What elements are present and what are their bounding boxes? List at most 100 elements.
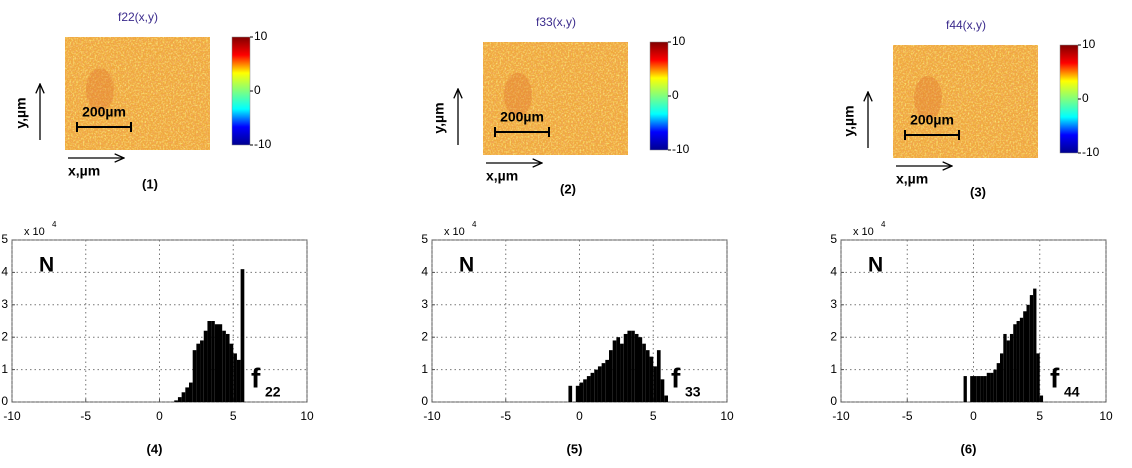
colorbar-tick-label: 0: [254, 83, 261, 97]
histogram-bar: [1016, 321, 1020, 402]
histogram-bar: [177, 397, 182, 402]
histogram-bar: [597, 366, 602, 402]
y-tick-label: 0: [421, 394, 428, 408]
y-tick-label: 5: [830, 232, 837, 246]
histogram-bar: [185, 387, 189, 402]
histogram-bar: [638, 337, 643, 402]
colorbar-tick-label: -10: [254, 137, 272, 151]
histogram-bar: [240, 269, 245, 402]
histogram-bar: [594, 369, 598, 402]
histogram-bar: [1003, 333, 1007, 402]
heatmap-feature: [504, 73, 532, 117]
heatmap-title: f22(x,y): [118, 10, 158, 24]
histogram-bar: [203, 330, 208, 402]
histogram-bar: [207, 321, 212, 402]
colorbar-tick-label: 10: [672, 34, 686, 48]
y-label: N: [868, 254, 883, 277]
histogram-bar: [609, 350, 613, 402]
colorbar: [649, 41, 669, 151]
histogram-bar: [229, 343, 234, 402]
x-tick-label: 0: [970, 409, 977, 423]
colorbar-tick-label: 0: [1082, 91, 1089, 105]
histogram-bar: [192, 350, 197, 402]
x-tick-label: -10: [423, 409, 441, 423]
heatmap-feature: [914, 76, 942, 120]
panel-label: (6): [961, 441, 977, 456]
heatmap-noise: [483, 42, 628, 155]
histogram-bar: [996, 363, 1000, 402]
histogram-bar: [1026, 304, 1030, 402]
histogram-bar: [1000, 353, 1004, 402]
x-axis-label: x,µm: [896, 171, 928, 187]
y-label: N: [39, 254, 54, 277]
histogram-bar: [1039, 395, 1044, 402]
y-tick-label: 4: [830, 265, 837, 279]
histogram-bar: [986, 372, 991, 402]
annotation-subscript: 44: [1064, 384, 1080, 400]
colorbar-tick-label: -10: [1082, 145, 1100, 159]
y-tick-label: 1: [830, 362, 837, 376]
x-tick-label: 5: [1036, 409, 1043, 423]
histogram-bar: [1036, 353, 1040, 402]
x-tick-label: 0: [156, 409, 163, 423]
histogram-bar: [970, 376, 974, 402]
x-tick-label: 5: [230, 409, 237, 423]
x-tick-label: 10: [720, 409, 734, 423]
histogram-bar: [980, 376, 984, 402]
y-multiplier: x 10: [444, 226, 465, 238]
x-tick-label: 5: [650, 409, 657, 423]
y-tick-label: 5: [421, 232, 428, 246]
y-multiplier-exponent: 4: [472, 220, 477, 229]
panel-label: (4): [147, 441, 163, 456]
colorbar-tick-label: 0: [672, 88, 679, 102]
histogram-bar: [583, 379, 587, 402]
histogram-bar: [653, 366, 657, 402]
scale-bar-label: 200µm: [82, 104, 126, 120]
annotation: f: [251, 362, 261, 393]
x-tick-label: -5: [500, 409, 511, 423]
colorbar-tick-label: -10: [672, 142, 690, 156]
y-multiplier-exponent: 4: [881, 220, 886, 229]
y-tick-label: 0: [830, 394, 837, 408]
histogram-bar: [575, 385, 580, 402]
histogram-bar: [612, 340, 617, 402]
histogram-bar: [642, 343, 646, 402]
y-multiplier: x 10: [853, 226, 874, 238]
histogram-bar: [214, 324, 219, 402]
annotation-subscript: 33: [685, 384, 701, 400]
x-tick-label: 10: [300, 409, 314, 423]
histogram-bar: [1013, 324, 1017, 402]
panel-label: (5): [567, 441, 583, 456]
histogram-bar: [605, 359, 609, 402]
histogram-bar: [225, 333, 230, 402]
histogram-bar: [1006, 340, 1010, 402]
histogram-bar: [196, 343, 201, 402]
histogram-bar: [623, 333, 628, 402]
histogram-bar: [976, 376, 981, 402]
histogram-bar: [568, 385, 573, 402]
annotation: f: [671, 362, 681, 393]
y-tick-label: 2: [830, 329, 837, 343]
y-multiplier: x 10: [24, 226, 45, 238]
y-axis-label: y,µm: [13, 97, 29, 128]
histogram-bar: [579, 382, 584, 402]
histogram-bar: [983, 376, 987, 402]
histogram-bar: [616, 337, 621, 402]
colorbar-tick-label: 10: [254, 29, 268, 43]
x-tick-label: -10: [832, 409, 850, 423]
histogram-bar: [1023, 311, 1027, 402]
colorbar: [1059, 44, 1079, 154]
histogram-bar: [211, 321, 215, 402]
y-tick-label: 4: [421, 265, 428, 279]
scale-bar-label: 200µm: [500, 109, 544, 125]
x-tick-label: -5: [902, 409, 913, 423]
histogram-bar: [233, 353, 237, 402]
y-tick-label: 4: [1, 265, 8, 279]
y-tick-label: 1: [421, 362, 428, 376]
heatmap-title: f33(x,y): [536, 15, 576, 29]
histogram-bar: [631, 330, 635, 402]
y-label: N: [459, 254, 474, 277]
histogram-bar: [963, 376, 967, 402]
